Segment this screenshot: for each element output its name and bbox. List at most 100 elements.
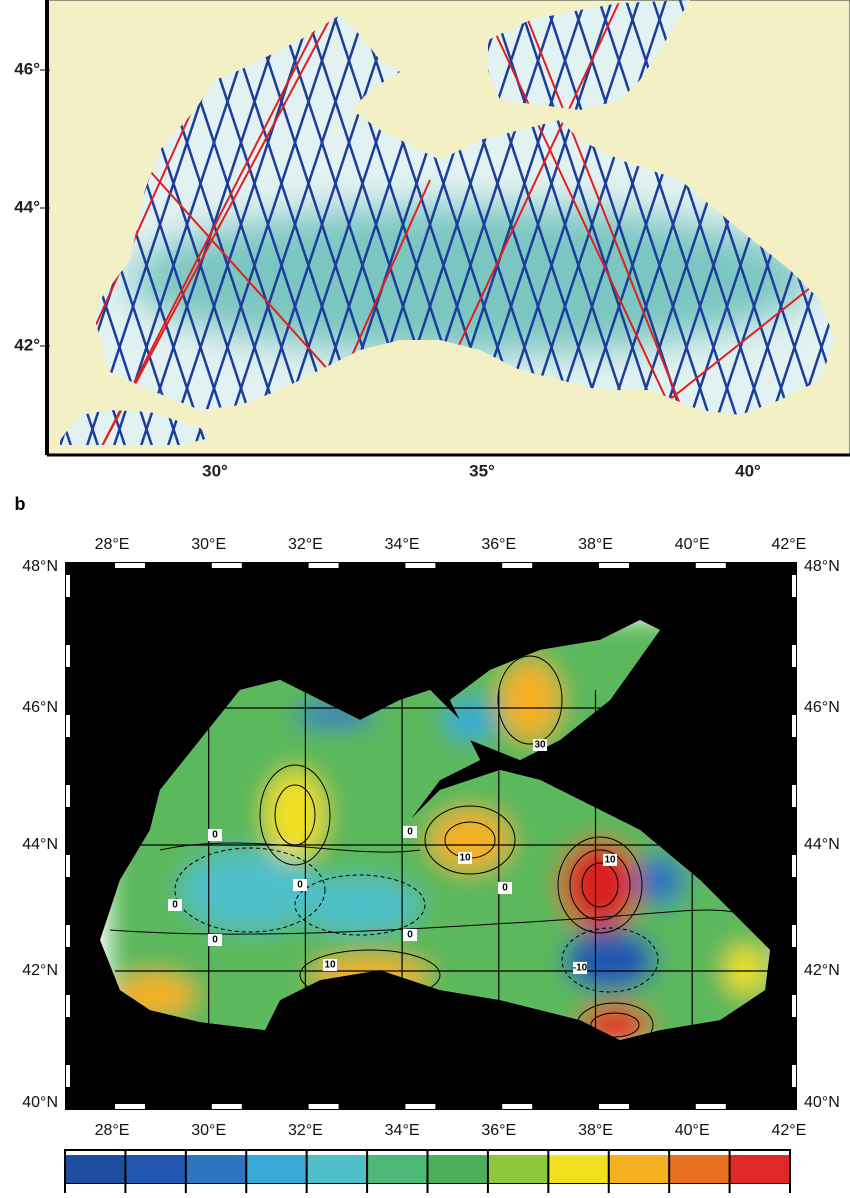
- contour-label-bg: [458, 852, 472, 864]
- dash: [66, 1065, 70, 1087]
- lon-label: 32°E: [288, 536, 323, 553]
- dash: [115, 1104, 145, 1109]
- track: [190, 0, 344, 445]
- lat-label: 46°N: [804, 699, 840, 716]
- dash: [66, 715, 70, 737]
- contour-label-bg: [603, 854, 617, 866]
- lat-label: 40°N: [22, 1094, 58, 1111]
- frame-dashes: [66, 563, 796, 1109]
- colorbar-segment: [669, 1155, 730, 1183]
- track: [597, 0, 751, 445]
- lat-label: 46°N: [22, 699, 58, 716]
- track: [784, 0, 835, 445]
- dash: [599, 1104, 629, 1109]
- lon-label: 30°E: [191, 536, 226, 553]
- lat-label: 42°N: [22, 962, 58, 979]
- dash: [792, 995, 796, 1017]
- lat-label: 48°N: [804, 558, 840, 575]
- track: [244, 0, 398, 445]
- lon-label: 35°: [469, 461, 495, 480]
- dash: [66, 925, 70, 947]
- contour-label-bg: [208, 829, 222, 841]
- lat-label: 44°N: [804, 836, 840, 853]
- contour-label: -10: [573, 963, 588, 974]
- lon-label: 38°E: [578, 536, 613, 553]
- dash: [66, 785, 70, 807]
- contour-label-bg: [403, 826, 417, 838]
- colorbar-segment: [548, 1155, 609, 1183]
- lon-label: 28°E: [95, 536, 130, 553]
- dash: [211, 1104, 242, 1109]
- contour-label-bg: [403, 929, 417, 941]
- lon-label: 30°: [202, 461, 228, 480]
- dash: [502, 1104, 533, 1109]
- contour-label: 0: [212, 935, 218, 946]
- colorbar-segment: [729, 1155, 790, 1183]
- contour-label-bg: [323, 959, 337, 971]
- contour-label: 30: [534, 740, 546, 751]
- lon-label: 40°: [735, 461, 761, 480]
- panel-label: b: [15, 494, 26, 514]
- contour-label: 0: [172, 900, 178, 911]
- colorbar-segment: [306, 1155, 368, 1183]
- contour-label: 0: [502, 883, 508, 894]
- dash: [792, 645, 796, 667]
- track: [163, 0, 317, 445]
- lat-label: 42°N: [804, 962, 840, 979]
- colorbar-segment: [65, 1155, 126, 1183]
- dash: [66, 575, 70, 597]
- colorbar-segment: [125, 1155, 186, 1183]
- lat-label: 48°N: [22, 558, 58, 575]
- dash: [792, 855, 796, 877]
- lat-label: 46°: [14, 59, 40, 78]
- track: [217, 0, 371, 445]
- lon-label: 30°E: [191, 1122, 226, 1139]
- dash: [405, 1104, 436, 1109]
- contour-label-bg: [533, 739, 547, 751]
- track-red: [99, 0, 331, 445]
- dash: [66, 995, 70, 1017]
- lon-label: 36°E: [481, 1122, 516, 1139]
- contour-label-bg: [498, 882, 512, 894]
- colorbar-segment: [427, 1155, 488, 1183]
- contour-label: 0: [297, 880, 303, 891]
- dash: [792, 715, 796, 737]
- lon-label: 36°E: [481, 536, 516, 553]
- contour-label-bg: [208, 934, 222, 946]
- dash: [792, 785, 796, 807]
- contour-label: 10: [604, 855, 616, 866]
- grid: [115, 690, 790, 1040]
- contour-label: 0: [212, 830, 218, 841]
- colorbar-segment: [608, 1155, 670, 1183]
- contour-label-bg: [573, 962, 587, 974]
- dash: [792, 925, 796, 947]
- dash: [405, 563, 436, 568]
- dash: [66, 645, 70, 667]
- colorbar: [64, 1150, 791, 1193]
- lat-label: 44°N: [22, 836, 58, 853]
- colorbar-segment: [367, 1155, 428, 1183]
- contour-label: 0: [407, 827, 413, 838]
- dash: [695, 563, 726, 568]
- dash: [502, 563, 533, 568]
- track-red: [479, 0, 691, 445]
- lon-label: 42°E: [771, 536, 806, 553]
- lon-label: 34°E: [385, 1122, 420, 1139]
- lat-label: 44°: [14, 197, 40, 216]
- colorbar-segment: [487, 1155, 549, 1183]
- lon-label: 38°E: [578, 1122, 613, 1139]
- dash: [308, 563, 339, 568]
- lon-label: 32°E: [288, 1122, 323, 1139]
- lon-label: 28°E: [95, 1122, 130, 1139]
- dash: [695, 1104, 726, 1109]
- contour-label: 0: [407, 930, 413, 941]
- contour-label: 10: [459, 853, 471, 864]
- colorbar-segment: [185, 1155, 247, 1183]
- dash: [66, 855, 70, 877]
- dash: [115, 563, 145, 568]
- lon-label: 42°E: [771, 1122, 806, 1139]
- colorbar-segment: [246, 1155, 307, 1183]
- dash: [792, 1065, 796, 1087]
- dash: [792, 575, 796, 597]
